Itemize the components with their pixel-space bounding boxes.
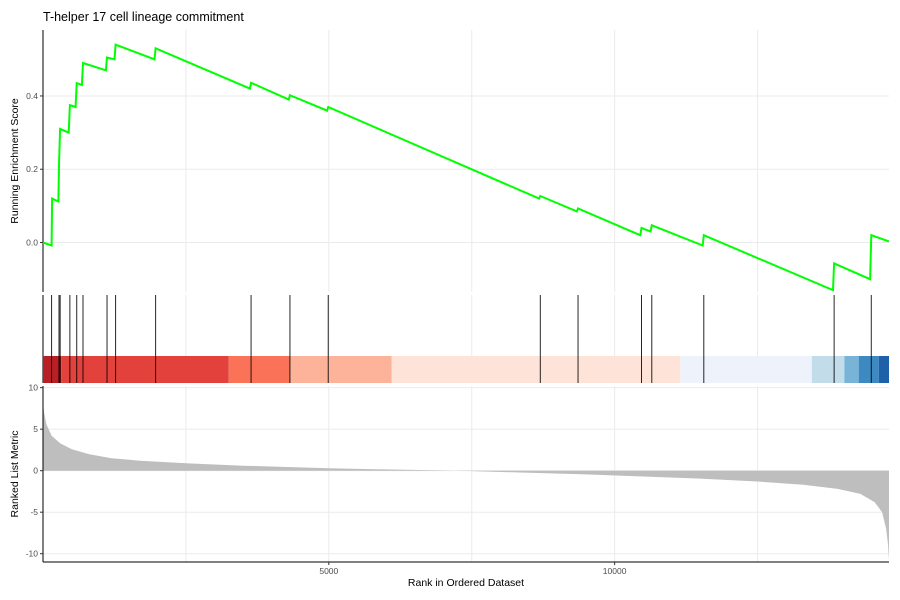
tick-label: 5000 <box>319 566 338 576</box>
enrichment-y-axis-title: Running Enrichment Score <box>9 98 21 224</box>
heatmap-bar <box>43 356 889 383</box>
hits-panel <box>42 295 889 383</box>
tick-label: 10000 <box>603 566 627 576</box>
tick-label: 0.0 <box>26 238 38 248</box>
tick-label: 5 <box>33 424 38 434</box>
tick-label: -5 <box>30 507 38 517</box>
tick-label: 0.2 <box>26 164 38 174</box>
heat-band <box>228 356 290 383</box>
hit-lines <box>51 295 872 383</box>
tick-label: 10 <box>29 383 39 393</box>
heat-band <box>680 356 812 383</box>
tick-label: 0.4 <box>26 91 38 101</box>
ranked-y-ticks: 10 5 0 -5 -10 <box>26 383 43 559</box>
x-ticks: 5000 10000 <box>319 562 627 576</box>
heat-band <box>844 356 859 383</box>
tick-label: 0 <box>33 466 38 476</box>
enrichment-gridlines <box>43 30 889 292</box>
heat-band <box>289 356 392 383</box>
heat-band <box>391 356 681 383</box>
enrichment-y-ticks: 0.0 0.2 0.4 <box>26 91 43 248</box>
enrichment-score-line <box>42 43 890 292</box>
enrichment-panel: 0.0 0.2 0.4 Running Enrichment Score <box>9 30 890 292</box>
heat-band <box>811 356 845 383</box>
tick-label: -10 <box>26 549 39 559</box>
x-axis-title: Rank in Ordered Dataset <box>408 577 524 589</box>
heat-band <box>878 356 889 383</box>
ranked-panel: 10 5 0 -5 -10 5000 10000 Ranked List Metric R… <box>9 383 889 589</box>
heat-band <box>61 356 229 383</box>
ranked-metric-area <box>43 402 889 561</box>
chart-title: T-helper 17 cell lineage commitment <box>43 10 244 24</box>
heat-band <box>43 356 62 383</box>
heat-band <box>858 356 879 383</box>
ranked-y-axis-title: Ranked List Metric <box>9 431 21 518</box>
